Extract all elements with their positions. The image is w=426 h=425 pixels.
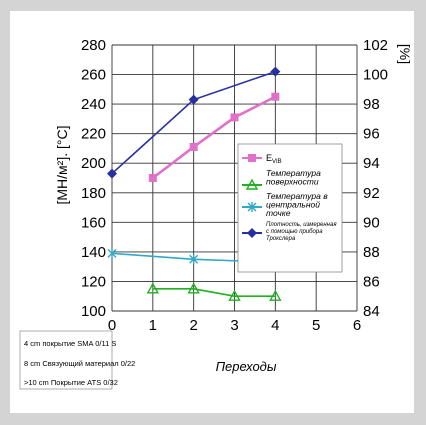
point-diamond <box>270 66 281 77</box>
y-left-axis-label: [МН/м²]. [°C] <box>54 126 70 205</box>
y-left-tick-label: 100 <box>81 303 106 320</box>
series-line <box>152 288 276 298</box>
y-left-tick-label: 280 <box>81 37 106 54</box>
point-triangle <box>269 289 282 301</box>
point-star <box>189 254 199 265</box>
legend-label-line: поверхности <box>266 177 319 187</box>
y-left-tick-label: 220 <box>81 126 106 143</box>
x-tick-label: 2 <box>189 317 197 334</box>
point-star <box>107 248 117 259</box>
x-tick-label: 3 <box>230 317 238 334</box>
legend-label-line: Трокслера <box>266 236 296 242</box>
point-diamond <box>188 94 199 105</box>
y-right-tick-label: 88 <box>363 244 380 261</box>
point-square <box>230 113 239 122</box>
notes-frame <box>19 330 113 390</box>
legend-label-line: точке <box>266 208 291 218</box>
point-square <box>271 92 280 101</box>
point-square <box>189 142 198 151</box>
y-right-tick-label: 102 <box>363 37 388 54</box>
y-left-tick-label: 240 <box>81 96 106 113</box>
legend-label-line: Температура <box>266 168 321 178</box>
series-1 <box>148 92 280 182</box>
legend-item: EVIB <box>242 153 282 165</box>
y-left-tick-label: 260 <box>81 67 106 84</box>
y-right-tick-label: 84 <box>363 303 380 320</box>
x-tick-label: 1 <box>149 317 157 334</box>
y-left-tick-label: 160 <box>81 214 106 231</box>
y-right-tick-label: 94 <box>363 155 380 172</box>
point-triangle <box>146 282 160 294</box>
legend-label-line: центральной <box>266 200 320 210</box>
y-right-tick-label: 86 <box>363 273 380 290</box>
x-tick-label: 6 <box>353 317 361 334</box>
y-left-tick-label: 140 <box>81 244 106 261</box>
legend-label-line: с помощью прибора <box>266 229 323 235</box>
point-triangle <box>228 289 241 301</box>
point-triangle <box>245 178 259 190</box>
point-diamond <box>247 228 257 238</box>
x-axis-ticks: 0 1 2 3 4 5 6 <box>108 317 361 334</box>
point-square <box>148 174 157 182</box>
y-right-tick-label: 100 <box>363 67 388 84</box>
legend-label-line: Плотность, измеренная <box>266 222 337 228</box>
series-line <box>152 95 276 180</box>
x-axis-label: Переходы <box>216 359 277 374</box>
series-4 <box>107 66 281 179</box>
note-layer-3: >10 cm Покрытие ATS 0/32 <box>24 378 118 387</box>
y-right-tick-label: 96 <box>363 126 380 143</box>
y-right-axis-label: [%] <box>397 44 413 64</box>
legend-label: EVIB <box>266 153 282 165</box>
point-diamond <box>107 168 117 179</box>
y-right-tick-label: 98 <box>363 96 380 113</box>
note-layer-1: 4 cm покрытие SMA 0/11 S <box>24 339 116 348</box>
x-tick-label: 5 <box>312 317 320 334</box>
x-tick-label: 4 <box>271 317 279 334</box>
note-layer-2: 8 cm Связующий материал 0/22 <box>24 359 135 368</box>
legend-box <box>237 143 343 273</box>
point-star <box>247 202 257 212</box>
x-tick-label: 0 <box>108 317 116 334</box>
y-left-tick-label: 120 <box>81 273 106 290</box>
y-right-tick-label: 92 <box>363 185 380 202</box>
right-axis-ticks: 84 86 88 90 92 94 96 98 100 102 <box>363 37 388 320</box>
series-group <box>107 66 282 301</box>
left-axis-ticks: 100 120 140 160 180 200 220 240 260 280 <box>81 37 106 320</box>
y-left-tick-label: 180 <box>81 185 106 202</box>
y-left-tick-label: 200 <box>81 155 106 172</box>
point-triangle <box>187 282 200 294</box>
point-square <box>248 154 256 162</box>
legend-label-line: Температура в <box>266 191 328 201</box>
notes-box: 4 cm покрытие SMA 0/11 S 8 cm Связующий … <box>19 330 135 390</box>
y-right-tick-label: 90 <box>363 214 380 231</box>
series-2 <box>146 282 282 301</box>
